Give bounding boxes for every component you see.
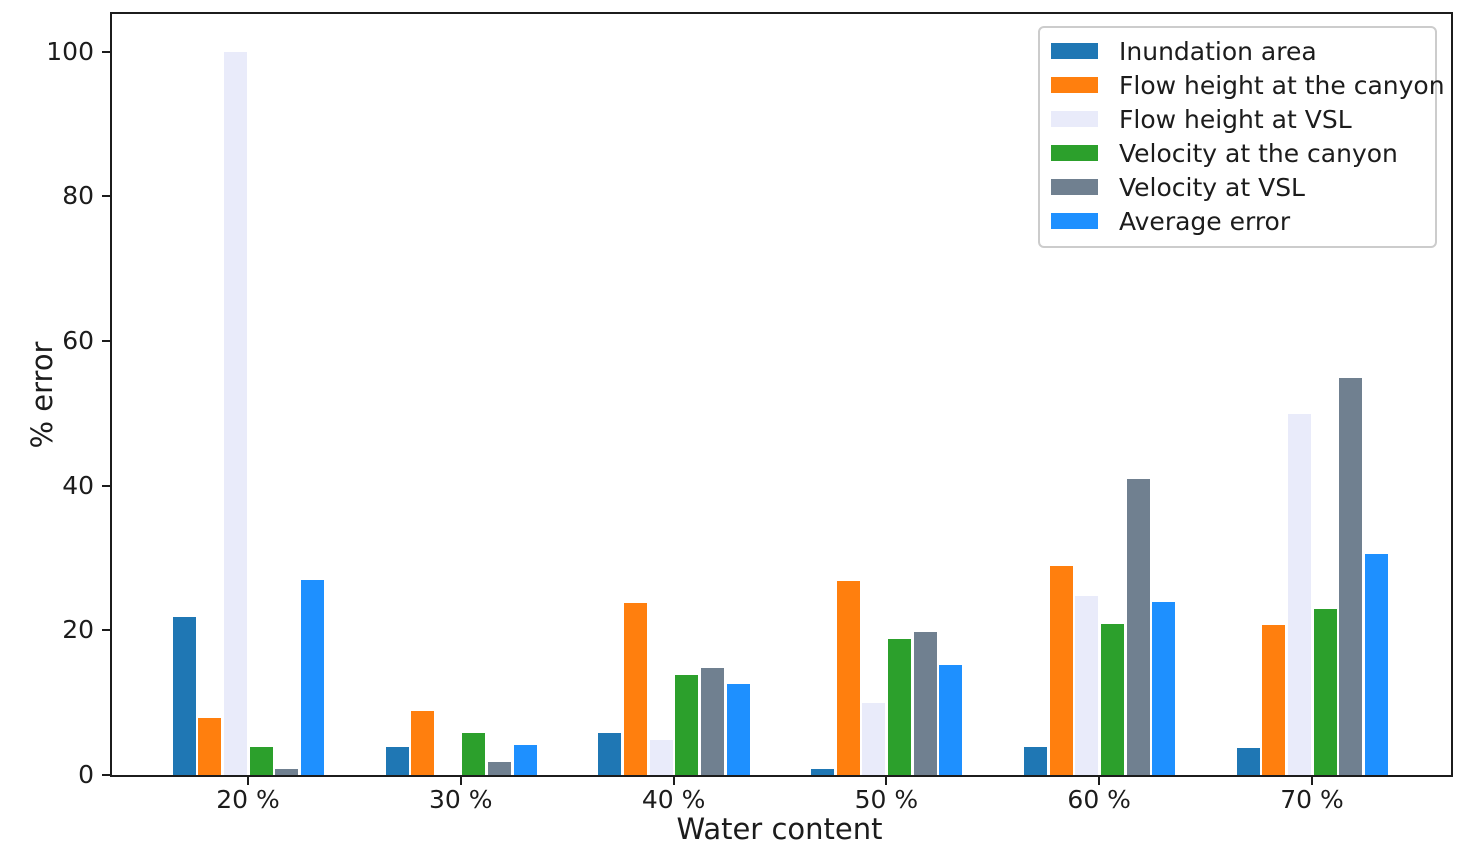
y-tick (102, 629, 110, 632)
bar-velocity-at-the-canyon-20 (249, 746, 273, 775)
legend-swatch-icon (1051, 145, 1098, 161)
bar-average-error-60 (1152, 602, 1176, 775)
bar-average-error-20 (300, 580, 324, 775)
bar-velocity-at-the-canyon-40 (675, 675, 699, 775)
bar-average-error-70 (1364, 554, 1388, 775)
legend-label: Average error (1119, 206, 1291, 236)
x-tick-label: 30 % (429, 785, 493, 814)
legend-row-inundation-area: Inundation area (1040, 34, 1435, 68)
y-axis-label: % error (25, 341, 59, 449)
x-tick (459, 777, 462, 785)
bar-flow-height-at-vsl-50 (862, 703, 886, 775)
legend-row-velocity-at-the-canyon: Velocity at the canyon (1040, 136, 1435, 170)
bar-velocity-at-vsl-70 (1339, 377, 1363, 775)
legend-label: Flow height at VSL (1119, 104, 1352, 134)
y-tick-label: 80 (62, 181, 94, 211)
bar-flow-height-at-vsl-60 (1075, 595, 1099, 775)
x-tick-label: 50 % (854, 785, 919, 814)
plot-area: 0 20 40 60 80 100 20 % 30 % 40 % 50 % 60 % 70 % Inu… (46, 12, 1453, 814)
legend-label: Flow height at the canyon (1119, 70, 1445, 100)
bar-flow-height-at-the-canyon-50 (836, 581, 860, 775)
bar-velocity-at-the-canyon-70 (1313, 609, 1337, 775)
legend-swatch-icon (1051, 179, 1098, 195)
y-tick-label: 0 (78, 760, 94, 789)
legend-swatch-icon (1051, 77, 1098, 93)
legend-swatch-icon (1051, 213, 1098, 229)
bar-flow-height-at-vsl-20 (224, 51, 247, 775)
bar-inundation-area-30 (385, 746, 409, 775)
bar-flow-height-at-the-canyon-40 (623, 602, 647, 775)
bar-flow-height-at-the-canyon-60 (1049, 565, 1073, 775)
legend-row-flow-height-at-the-canyon: Flow height at the canyon (1040, 68, 1445, 102)
bar-flow-height-at-the-canyon-70 (1262, 624, 1286, 775)
y-tick-label: 100 (46, 36, 94, 66)
bar-inundation-area-60 (1023, 746, 1047, 775)
legend-row-average-error: Average error (1040, 204, 1435, 238)
x-axis-label: Water content (676, 812, 883, 846)
x-tick-label: 70 % (1280, 785, 1344, 814)
legend-swatch-icon (1051, 111, 1098, 127)
bar-flow-height-at-the-canyon-20 (198, 717, 222, 775)
bar-inundation-area-50 (811, 768, 835, 775)
bar-average-error-50 (939, 665, 963, 775)
y-tick (102, 50, 110, 53)
y-tick (102, 484, 110, 487)
y-tick (102, 774, 110, 776)
legend: Inundation area Flow height at the canyon… (1038, 26, 1445, 248)
bar-average-error-40 (726, 683, 750, 775)
y-tick-label: 60 (62, 325, 94, 355)
bar-velocity-at-vsl-30 (488, 761, 512, 775)
bar-inundation-area-70 (1236, 747, 1260, 775)
x-tick (885, 777, 888, 785)
bar-flow-height-at-vsl-70 (1288, 414, 1311, 775)
bar-velocity-at-the-canyon-60 (1100, 623, 1124, 775)
bar-velocity-at-the-canyon-30 (462, 733, 486, 775)
y-tick-label: 40 (62, 470, 94, 500)
bar-velocity-at-the-canyon-50 (888, 639, 912, 775)
bar-inundation-area-40 (598, 733, 622, 775)
x-tick-label: 20 % (216, 785, 280, 814)
x-tick (247, 777, 249, 785)
legend-label: Inundation area (1119, 36, 1317, 66)
bar-average-error-30 (513, 745, 537, 775)
legend-label: Velocity at the canyon (1119, 138, 1398, 168)
x-tick (672, 777, 675, 785)
x-tick (1311, 777, 1313, 785)
x-tick (1098, 777, 1101, 785)
x-tick-label: 40 % (641, 785, 706, 814)
bar-inundation-area-20 (172, 617, 196, 775)
legend-row-velocity-at-vsl: Velocity at VSL (1040, 170, 1435, 204)
legend-swatch-icon (1051, 43, 1098, 59)
legend-label: Velocity at VSL (1119, 172, 1305, 202)
bar-flow-height-at-the-canyon-30 (411, 710, 435, 775)
bar-flow-height-at-vsl-40 (649, 740, 673, 775)
bar-velocity-at-vsl-40 (700, 667, 724, 775)
y-tick (102, 339, 110, 342)
legend-row-flow-height-at-vsl: Flow height at VSL (1040, 102, 1435, 136)
y-tick-label: 20 (62, 615, 94, 645)
x-tick-label: 60 % (1067, 785, 1131, 814)
y-tick (102, 195, 110, 198)
bar-velocity-at-vsl-50 (913, 631, 937, 775)
bar-velocity-at-vsl-20 (275, 769, 299, 775)
bar-velocity-at-vsl-60 (1126, 479, 1150, 775)
